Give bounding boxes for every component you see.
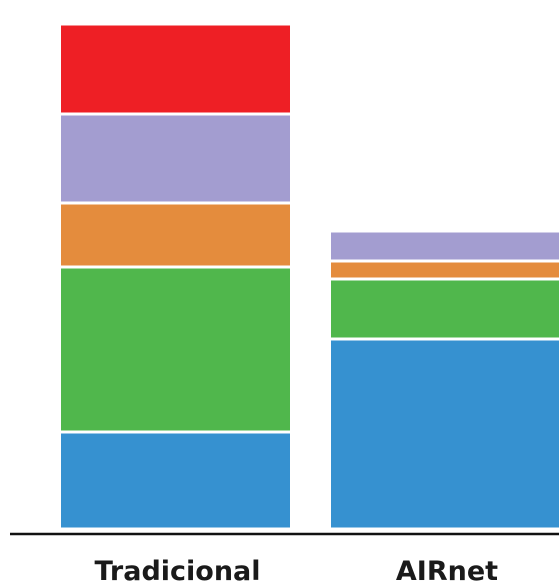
category-labels: Tradicional AIRnet [94,556,498,584]
bar-segment-airnet-0 [331,340,559,528]
bar-segment-tradicional-4 [61,115,290,202]
bar-segment-airnet-2 [331,262,559,278]
category-label-tradicional: Tradicional [94,556,260,584]
bar-segment-airnet-4 [331,232,559,260]
bar-segment-airnet-1 [331,280,559,338]
bar-segment-tradicional-2 [61,204,290,266]
bars-group [61,25,559,528]
bar-segment-tradicional-1 [61,268,290,431]
bar-segment-tradicional-0 [61,433,290,528]
category-label-airnet: AIRnet [396,556,498,584]
bar-segment-tradicional-5 [61,25,290,113]
